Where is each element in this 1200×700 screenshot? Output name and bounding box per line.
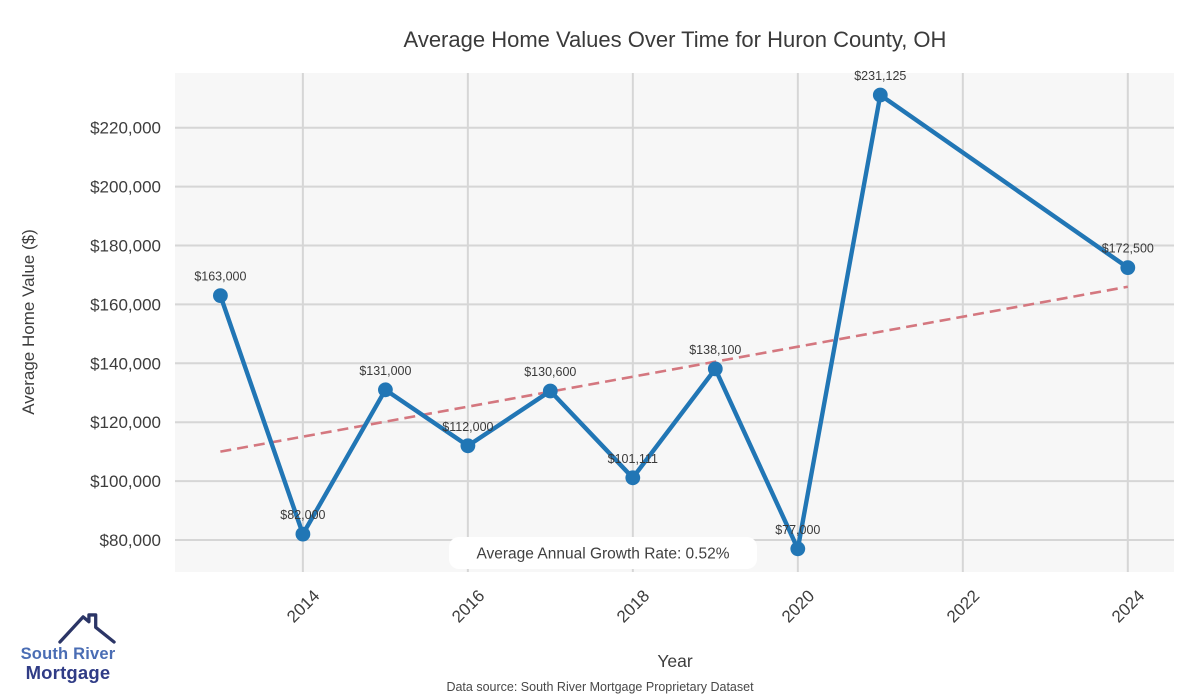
y-tick-label: $200,000	[90, 178, 161, 197]
data-point-label: $112,000	[442, 420, 493, 434]
data-point	[1120, 260, 1136, 275]
x-tick-label: 2018	[613, 586, 653, 626]
x-tick-label: 2022	[943, 586, 983, 626]
y-tick-label: $120,000	[90, 413, 161, 432]
y-tick-label: $220,000	[90, 119, 161, 138]
data-point	[213, 288, 228, 303]
logo-line2: Mortgage	[25, 662, 111, 684]
point-labels-layer: $163,000 $82,000 $131,000 $112,000 $130,600 $…	[194, 69, 1154, 537]
y-tick-labels: $80,000 $100,000 $120,000 $140,000 $160,000 $…	[90, 119, 161, 550]
data-point	[542, 383, 558, 399]
house-roof-icon	[58, 613, 116, 644]
data-point-label: $231,125	[854, 69, 906, 83]
data-point-label: $77,000	[775, 523, 820, 537]
series-layer	[213, 87, 1136, 557]
x-tick-label: 2020	[778, 586, 818, 626]
data-point	[872, 87, 888, 103]
y-tick-label: $160,000	[90, 295, 161, 314]
series-line	[218, 92, 1131, 551]
x-tick-label: 2024	[1108, 586, 1148, 626]
data-point	[378, 382, 393, 398]
annotation-box	[449, 537, 757, 569]
trend-line	[220, 285, 1129, 453]
chart-title: Average Home Values Over Time for Huron …	[404, 27, 947, 52]
y-axis-label: Average Home Value ($)	[19, 229, 38, 415]
x-tick-labels: 2014 2016 2018 2020 2022 2024	[283, 586, 1148, 626]
x-axis-label: Year	[657, 651, 693, 671]
data-point-label: $163,000	[194, 270, 246, 284]
plot-area	[175, 73, 1174, 572]
data-point	[707, 361, 723, 377]
data-point	[295, 526, 311, 542]
data-point-label: $172,500	[1102, 242, 1154, 256]
y-tick-label: $100,000	[90, 472, 161, 491]
y-tick-label: $180,000	[90, 237, 161, 256]
data-source-footer: Data source: South River Mortgage Propri…	[446, 680, 754, 694]
data-point-label: $82,000	[280, 508, 325, 522]
data-point	[625, 470, 641, 486]
logo-line1: South River	[20, 645, 116, 663]
x-tick-label: 2014	[283, 586, 323, 626]
x-tick-label: 2016	[448, 586, 488, 626]
brand-logo: South River Mortgage	[16, 611, 120, 683]
trend-line-layer	[220, 285, 1129, 453]
y-tick-label: $140,000	[90, 354, 161, 373]
data-point	[790, 541, 806, 557]
data-point-label: $138,100	[689, 343, 741, 357]
y-tick-label: $80,000	[100, 531, 161, 550]
data-point-label: $130,600	[524, 365, 576, 379]
data-point-label: $131,000	[359, 364, 411, 378]
data-point	[460, 438, 476, 454]
annotation-text: Average Annual Growth Rate: 0.52%	[476, 546, 729, 563]
data-point-label: $101,111	[608, 452, 658, 466]
